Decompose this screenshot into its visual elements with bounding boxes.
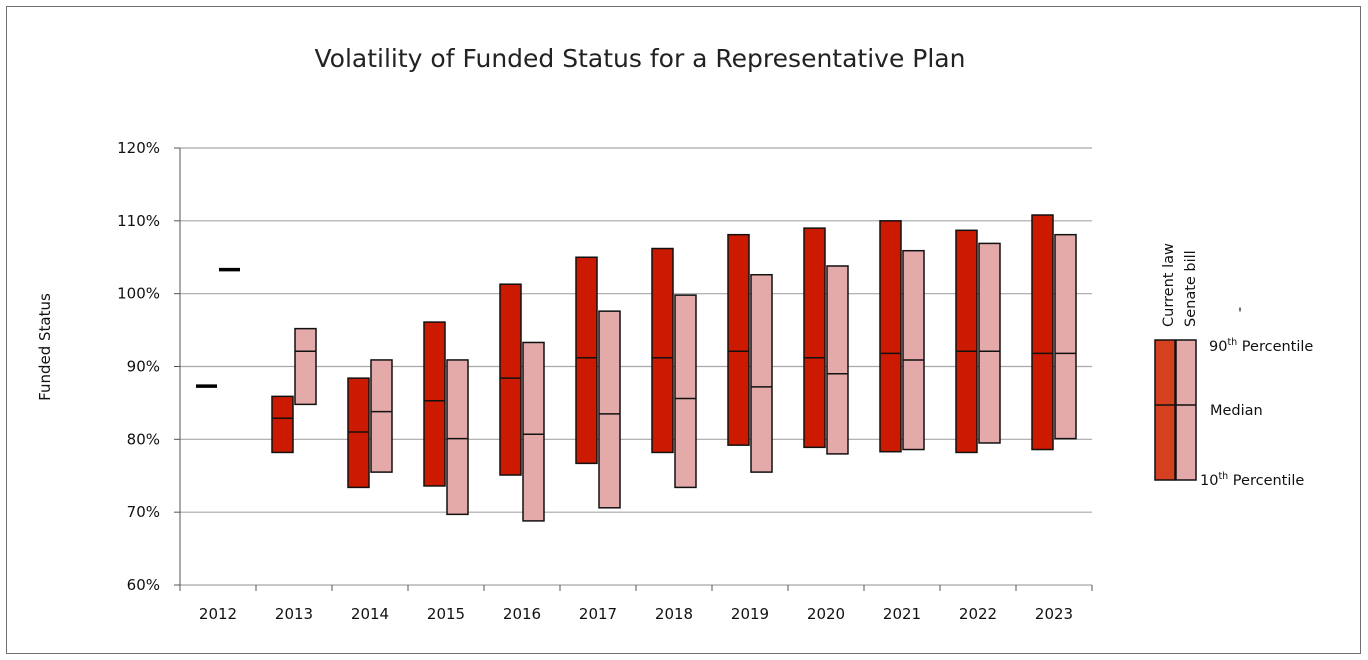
x-tick-label: 2023 (1035, 605, 1073, 623)
x-tick-label: 2016 (503, 605, 541, 623)
y-tick-label: 120% (117, 139, 160, 157)
percentile-box (370, 359, 393, 473)
percentile-box (598, 310, 621, 509)
legend-median: Median (1210, 403, 1263, 419)
y-tick-label: 80% (127, 430, 160, 448)
y-axis-label: Funded Status (36, 293, 54, 401)
percentile-box (575, 256, 598, 465)
legend-90th-percentile: 90th Percentile (1209, 337, 1313, 355)
percentile-box (522, 341, 545, 522)
x-tick-label: 2013 (275, 605, 313, 623)
x-tick-label: 2020 (807, 605, 845, 623)
legend: Current law Senate bill ' 90th Percentil… (1154, 243, 1313, 489)
percentile-box (955, 229, 978, 454)
percentile-box (674, 294, 697, 489)
x-tick-label: 2022 (959, 605, 997, 623)
percentile-box (803, 227, 826, 449)
percentile-box (271, 395, 294, 454)
x-tick-label: 2015 (427, 605, 465, 623)
y-tick-labels: 60% 70% 80% 90% 100% 110% 120% (117, 139, 160, 594)
legend-current-law-swatch (1154, 339, 1176, 481)
chart-frame (6, 6, 1361, 654)
chart-title: Volatility of Funded Status for a Repres… (315, 44, 966, 73)
y-tick-label: 110% (117, 212, 160, 230)
percentile-box (879, 220, 902, 453)
percentile-box (978, 242, 1001, 444)
percentile-box (446, 359, 469, 516)
percentile-box (826, 265, 849, 455)
x-tick-label: 2012 (199, 605, 237, 623)
percentile-box (294, 327, 317, 406)
x-tick-label: 2021 (883, 605, 921, 623)
y-tick-label: 70% (127, 503, 160, 521)
x-tick-label: 2014 (351, 605, 389, 623)
x-tick-label: 2017 (579, 605, 617, 623)
legend-stray-mark: ' (1238, 306, 1242, 322)
y-tick-label: 100% (117, 285, 160, 303)
percentile-box (651, 247, 674, 454)
y-tick-label: 60% (127, 576, 160, 594)
percentile-box (423, 321, 446, 487)
percentile-box (1031, 214, 1054, 451)
chart-boxes (196, 214, 1077, 522)
x-tick-label: 2019 (731, 605, 769, 623)
x-tick-label: 2018 (655, 605, 693, 623)
y-tick-label: 90% (127, 358, 160, 376)
legend-senate-bill-swatch (1175, 339, 1197, 481)
percentile-box (902, 249, 925, 451)
legend-10th-percentile: 10th Percentile (1200, 471, 1304, 489)
x-axis: 2012 2013 2014 2015 2016 2017 2018 2019 2020 2021… (179, 148, 1093, 623)
legend-series-senate-bill: Senate bill (1183, 250, 1199, 327)
percentile-box (499, 283, 522, 476)
legend-series-current-law: Current law (1161, 243, 1177, 327)
percentile-box (727, 233, 750, 446)
percentile-box (750, 273, 773, 473)
percentile-box (1054, 233, 1077, 440)
